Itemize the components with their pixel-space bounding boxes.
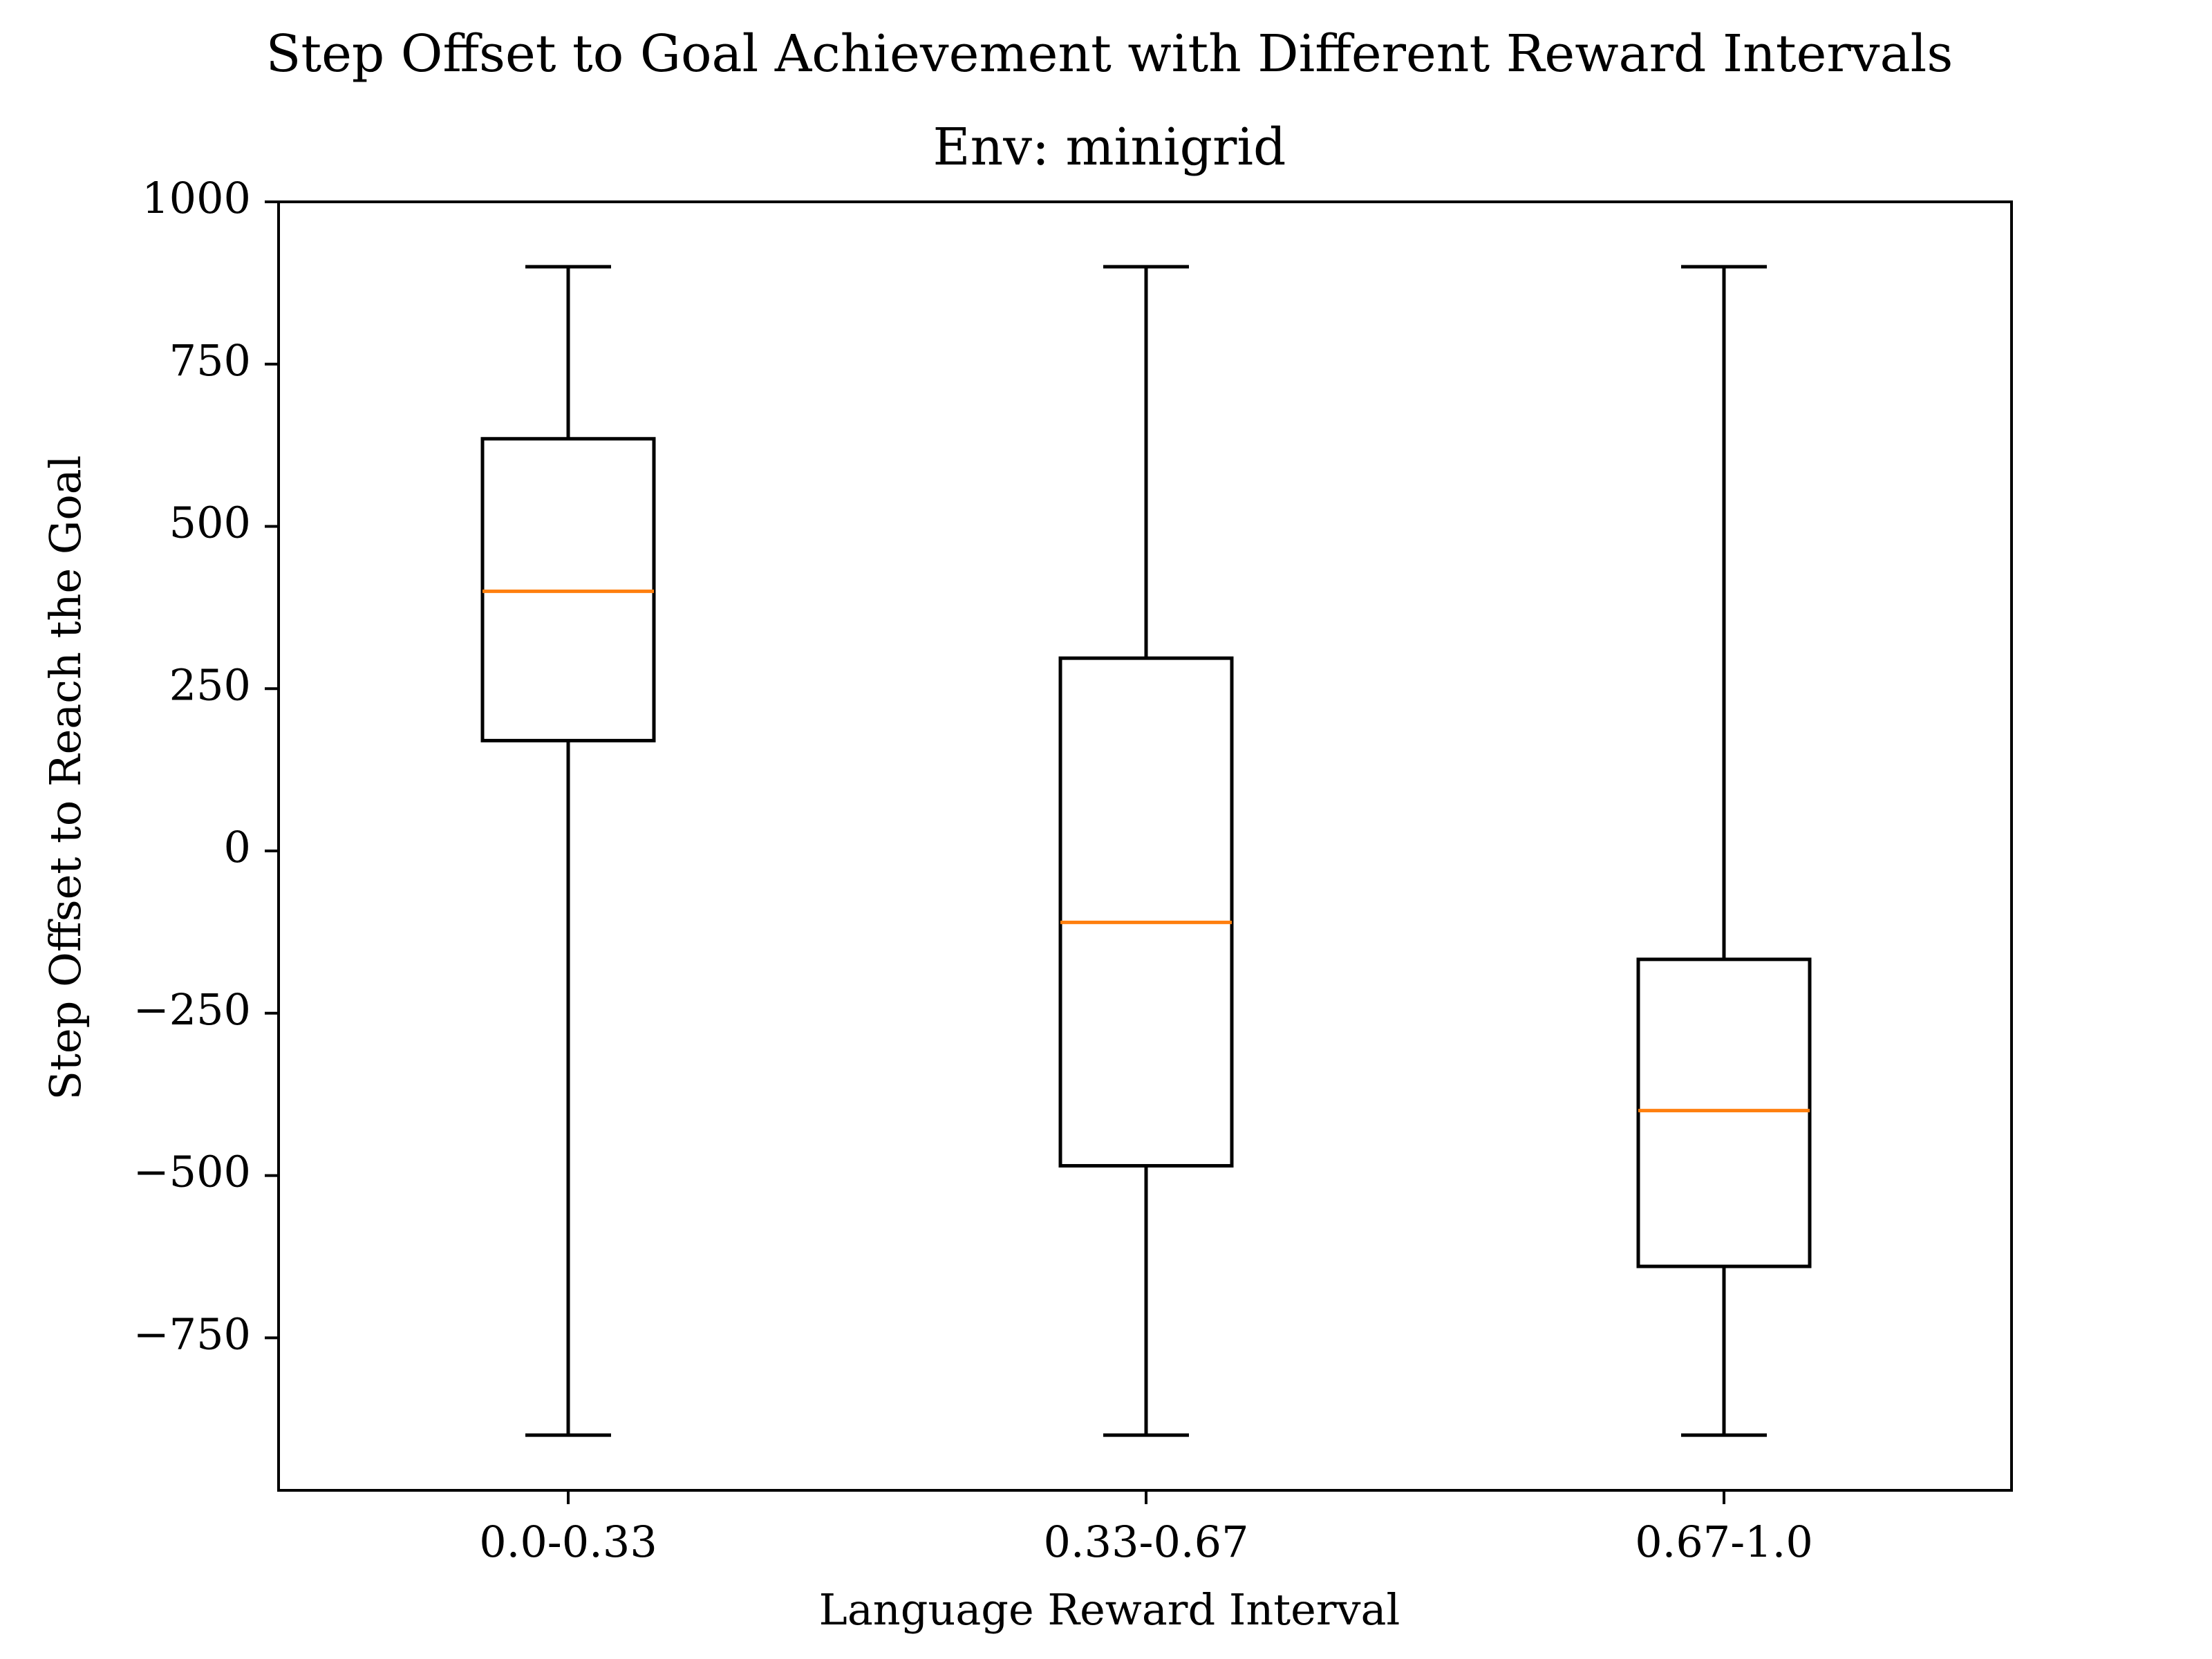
y-tick-label: 750 [169, 335, 251, 386]
box-series-3 [1636, 265, 1812, 1437]
x-axis-label: Language Reward Interval [819, 1584, 1400, 1635]
box-series-1 [480, 265, 656, 1437]
x-tick-label: 0.33-0.67 [1043, 1517, 1248, 1567]
y-tick-label: −500 [133, 1147, 251, 1197]
x-tick-label: 0.67-1.0 [1635, 1517, 1813, 1567]
x-tick-label: 0.0-0.33 [479, 1517, 657, 1567]
chart-title: Step Offset to Goal Achievement with Dif… [266, 24, 1953, 84]
y-tick-label: −750 [133, 1309, 251, 1359]
y-tick-label: −250 [133, 984, 251, 1035]
y-axis-label: Step Offset to Reach the Goal [40, 455, 91, 1100]
interquartile-box [1058, 656, 1234, 1168]
plot-area: −750 −500 −250 0 250 500 750 1000 0.0-0.33 0.33-0… [133, 173, 2013, 1567]
y-tick-label: 250 [169, 659, 251, 710]
y-tick-label: 500 [169, 498, 251, 548]
interquartile-box [1636, 957, 1812, 1268]
box-series-2 [1058, 265, 1234, 1437]
y-tick-label: 0 [224, 822, 251, 872]
chart-subtitle: Env: minigrid [933, 118, 1286, 177]
y-tick-label: 1000 [142, 173, 251, 223]
